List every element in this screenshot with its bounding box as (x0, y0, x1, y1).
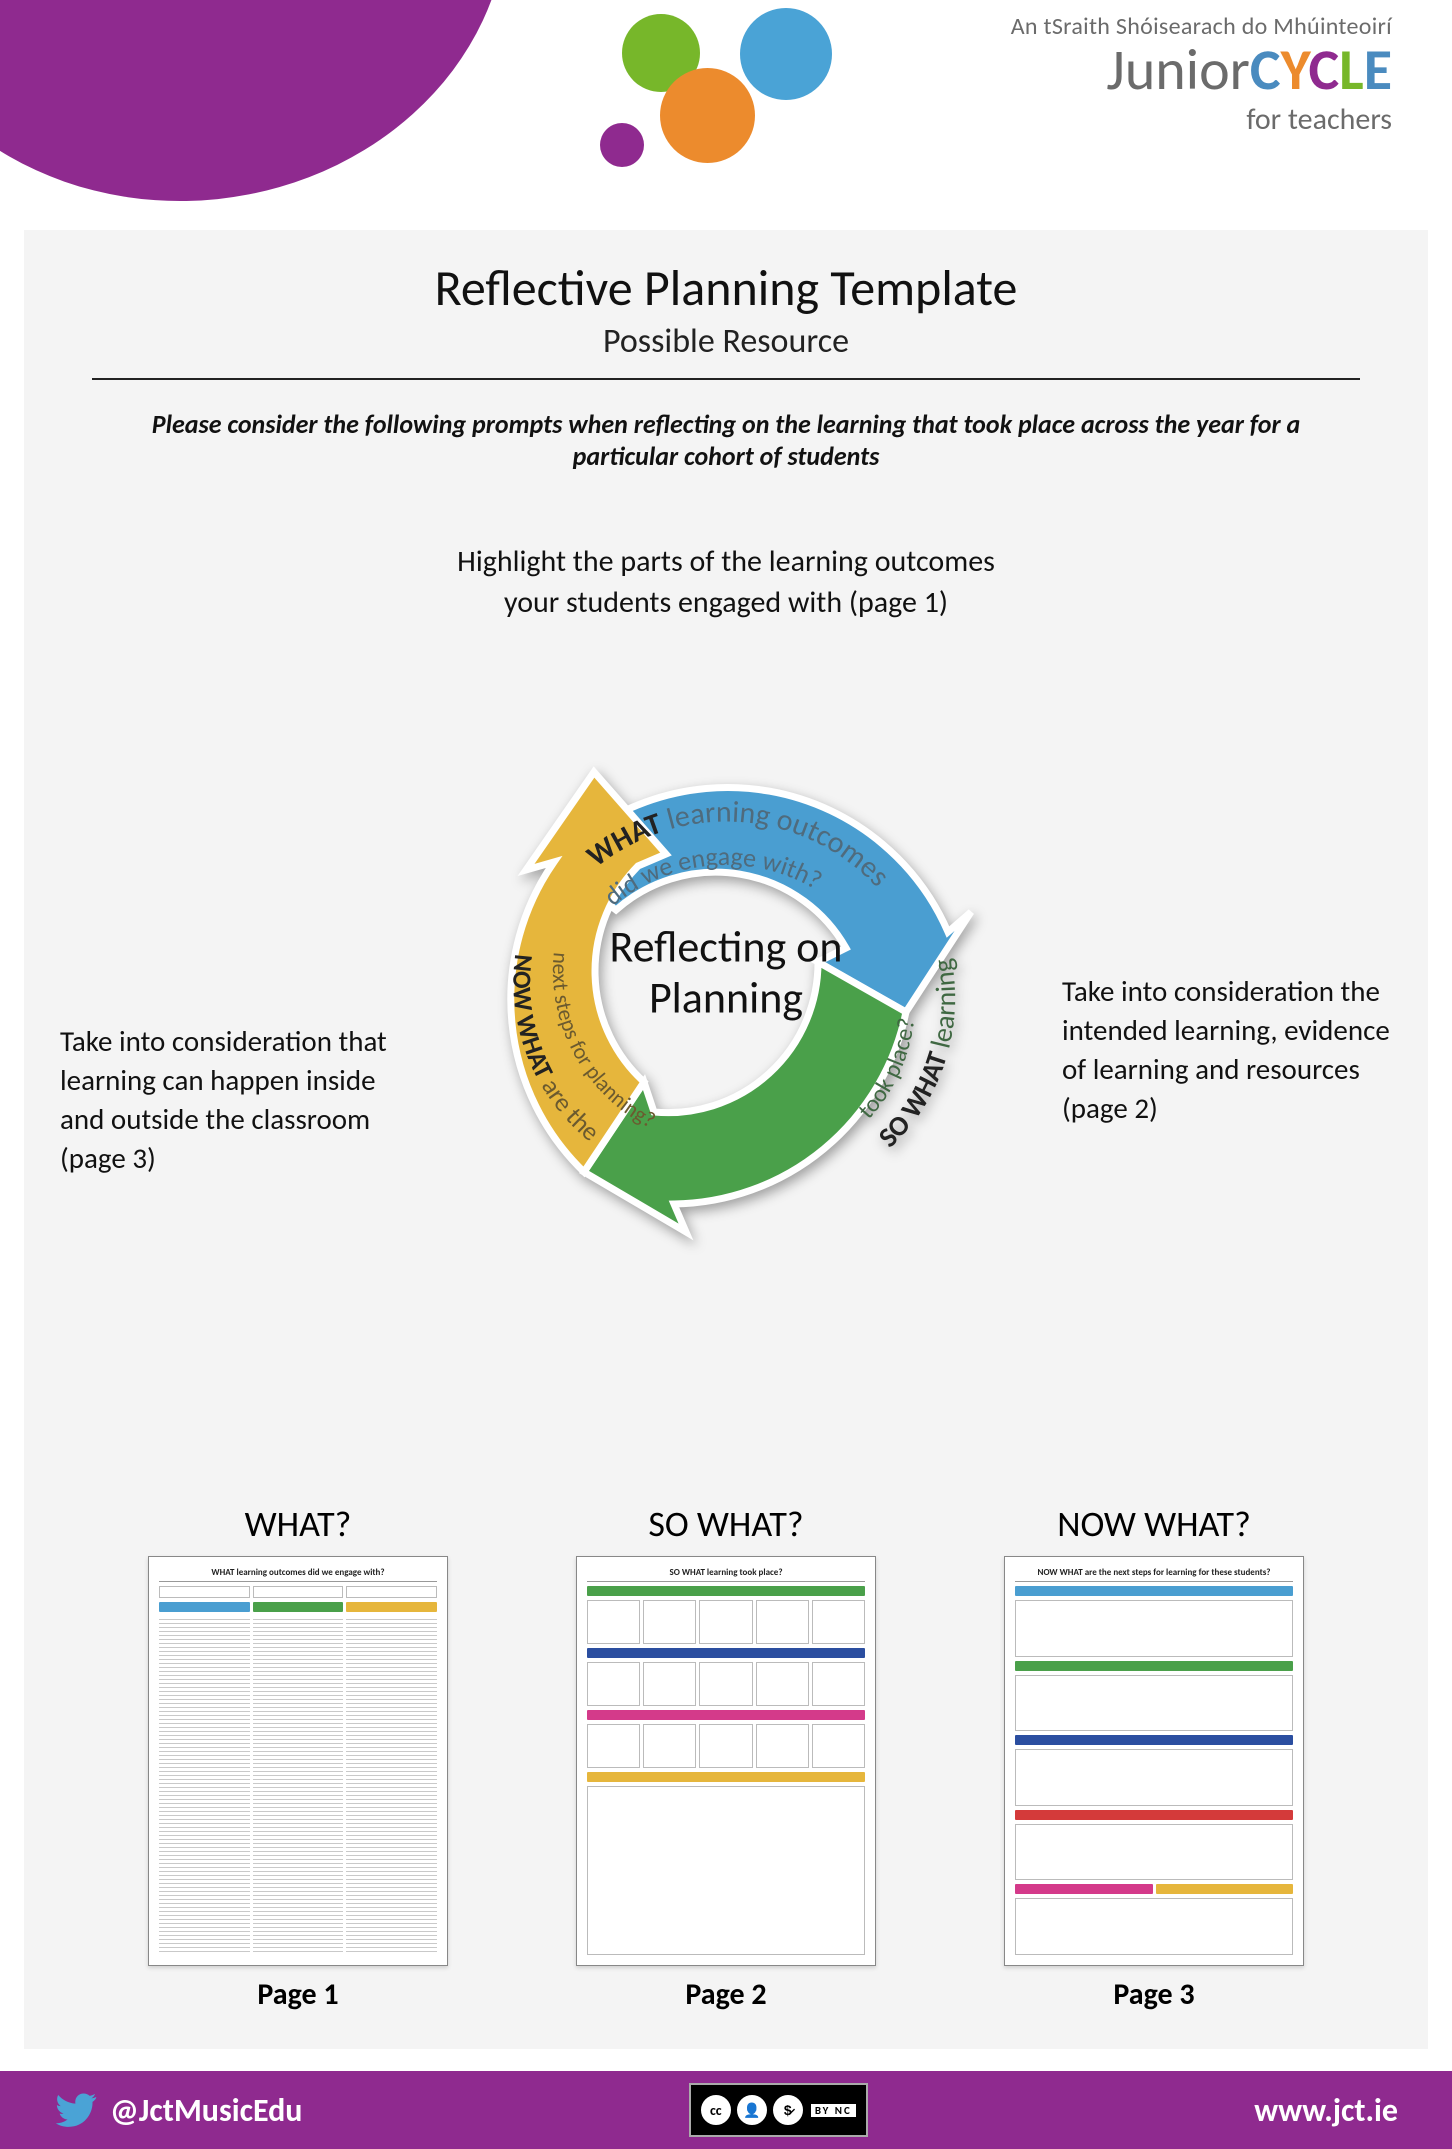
thumb-page1: WHAT learning outcomes did we engage wit… (148, 1556, 448, 1966)
logo: An tSraith Shóisearach do Mhúinteoirí Ju… (1011, 12, 1392, 138)
dot-blue-icon (740, 8, 832, 100)
thumb-col-what: WHAT? WHAT learning outcomes did we enga… (118, 1502, 478, 2013)
logo-subtitle: for teachers (1011, 101, 1392, 138)
thumb-col-nowwhat: NOW WHAT? NOW WHAT are the next steps fo… (974, 1502, 1334, 2013)
center-line2: Planning (649, 970, 803, 1024)
thumb-page3: NOW WHAT are the next steps for learning… (1004, 1556, 1304, 1966)
thumb-title-nowwhat: NOW WHAT? (974, 1502, 1334, 1546)
header-swoosh (0, 0, 536, 233)
rule (92, 378, 1360, 380)
cc-terms: BY NC (811, 2104, 856, 2117)
logo-letter-l: L (1339, 34, 1364, 105)
cycle-center-label: Reflecting on Planning (609, 921, 842, 1022)
thumb3-header: NOW WHAT are the next steps for learning… (1015, 1567, 1293, 1582)
page-title: Reflective Planning Template (64, 258, 1388, 319)
thumb1-header: WHAT learning outcomes did we engage wit… (159, 1567, 437, 1582)
top-caption-line1: Highlight the parts of the learning outc… (457, 543, 995, 580)
thumbnails-row: WHAT? WHAT learning outcomes did we enga… (64, 1502, 1388, 2013)
footer-website[interactable]: www.jct.ie (1254, 2091, 1398, 2130)
logo-word-junior: Junior (1106, 34, 1250, 105)
cc-badge: cc 👤 $̷ BY NC (689, 2083, 868, 2137)
thumb-col-sowhat: SO WHAT? SO WHAT learning took place? Pa… (546, 1502, 906, 2013)
diagram-area: Highlight the parts of the learning outc… (64, 542, 1388, 1462)
logo-word-cycle: CYCLE (1250, 34, 1392, 105)
twitter-icon (54, 2088, 98, 2132)
main-panel: Reflective Planning Template Possible Re… (24, 230, 1428, 2049)
logo-letter-e: E (1364, 34, 1392, 105)
twitter-handle: @JctMusicEdu (110, 2091, 302, 2130)
top-caption: Highlight the parts of the learning outc… (64, 542, 1388, 623)
logo-main: JuniorCYCLE (1011, 41, 1392, 99)
thumb-title-what: WHAT? (118, 1502, 478, 1546)
dot-purple-icon (600, 123, 644, 167)
header-dots (530, 8, 870, 178)
logo-letter-c: C (1250, 34, 1281, 105)
cycle-diagram: WHAT learning outcomes did we engage wit… (406, 652, 1046, 1292)
page-subtitle: Possible Resource (64, 321, 1388, 378)
header: An tSraith Shóisearach do Mhúinteoirí Ju… (0, 0, 1452, 230)
dot-orange-icon (660, 68, 755, 163)
nc-icon: $̷ (773, 2095, 803, 2125)
logo-letter-y: Y (1281, 34, 1309, 105)
center-line1: Reflecting on (609, 919, 842, 973)
thumb-page2: SO WHAT learning took place? (576, 1556, 876, 1966)
intro-text: Please consider the following prompts wh… (104, 408, 1348, 472)
right-caption: Take into consideration the intended lea… (1062, 972, 1392, 1129)
thumb2-header: SO WHAT learning took place? (587, 1567, 865, 1582)
footer-twitter[interactable]: @JctMusicEdu (54, 2088, 302, 2132)
by-icon: 👤 (737, 2095, 767, 2125)
top-caption-line2: your students engaged with (page 1) (504, 584, 948, 621)
left-caption: Take into consideration that learning ca… (60, 1022, 390, 1179)
logo-letter-c2: C (1308, 34, 1339, 105)
page: An tSraith Shóisearach do Mhúinteoirí Ju… (0, 0, 1452, 2149)
cc-icon: cc (701, 2095, 731, 2125)
thumb-title-sowhat: SO WHAT? (546, 1502, 906, 1546)
footer: @JctMusicEdu cc 👤 $̷ BY NC www.jct.ie (0, 2071, 1452, 2149)
